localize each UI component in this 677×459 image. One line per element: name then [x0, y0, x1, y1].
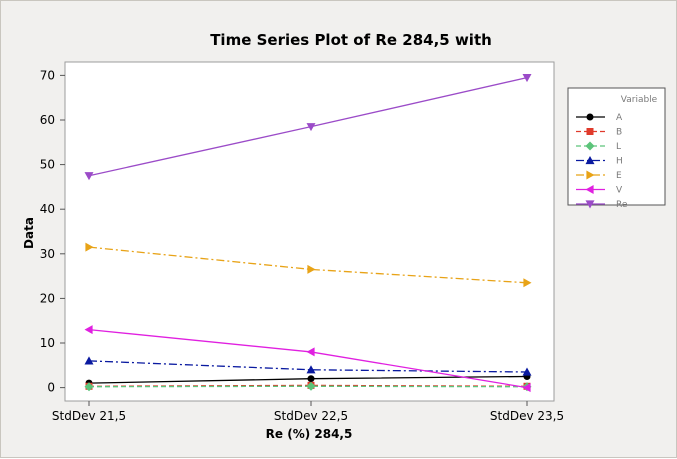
x-axis: StdDev 21,5 StdDev 22,5 StdDev 23,5 — [52, 401, 564, 423]
legend-marker-a — [587, 114, 594, 121]
legend-label-b: B — [616, 128, 622, 138]
legend-label-l: L — [616, 142, 621, 152]
y-axis: 0 10 20 30 40 50 60 70 — [40, 68, 65, 394]
y-tick-label: 0 — [47, 381, 55, 395]
legend-label-a: A — [616, 113, 623, 123]
legend-label-re: Re — [616, 200, 628, 210]
legend-label-h: H — [616, 157, 623, 167]
y-tick-label: 60 — [40, 113, 55, 127]
legend-label-v: V — [616, 186, 623, 196]
y-tick-label: 20 — [40, 291, 55, 305]
y-tick-label: 50 — [40, 158, 55, 172]
y-tick-label: 70 — [40, 68, 55, 82]
chart-title: Time Series Plot of Re 284,5 with — [210, 31, 492, 49]
legend-title: Variable — [621, 95, 658, 105]
y-tick-label: 40 — [40, 202, 55, 216]
y-tick-label: 10 — [40, 336, 55, 350]
x-tick-label: StdDev 23,5 — [490, 409, 564, 423]
y-axis-label: Data — [22, 217, 36, 249]
x-tick-label: StdDev 22,5 — [274, 409, 348, 423]
legend-label-e: E — [616, 171, 622, 181]
y-tick-label: 30 — [40, 247, 55, 261]
x-axis-label: Re (%) 284,5 — [266, 427, 353, 441]
legend-marker-b — [587, 128, 594, 135]
plot-area — [65, 62, 554, 401]
data-point-a — [308, 375, 315, 382]
x-tick-label: StdDev 21,5 — [52, 409, 126, 423]
